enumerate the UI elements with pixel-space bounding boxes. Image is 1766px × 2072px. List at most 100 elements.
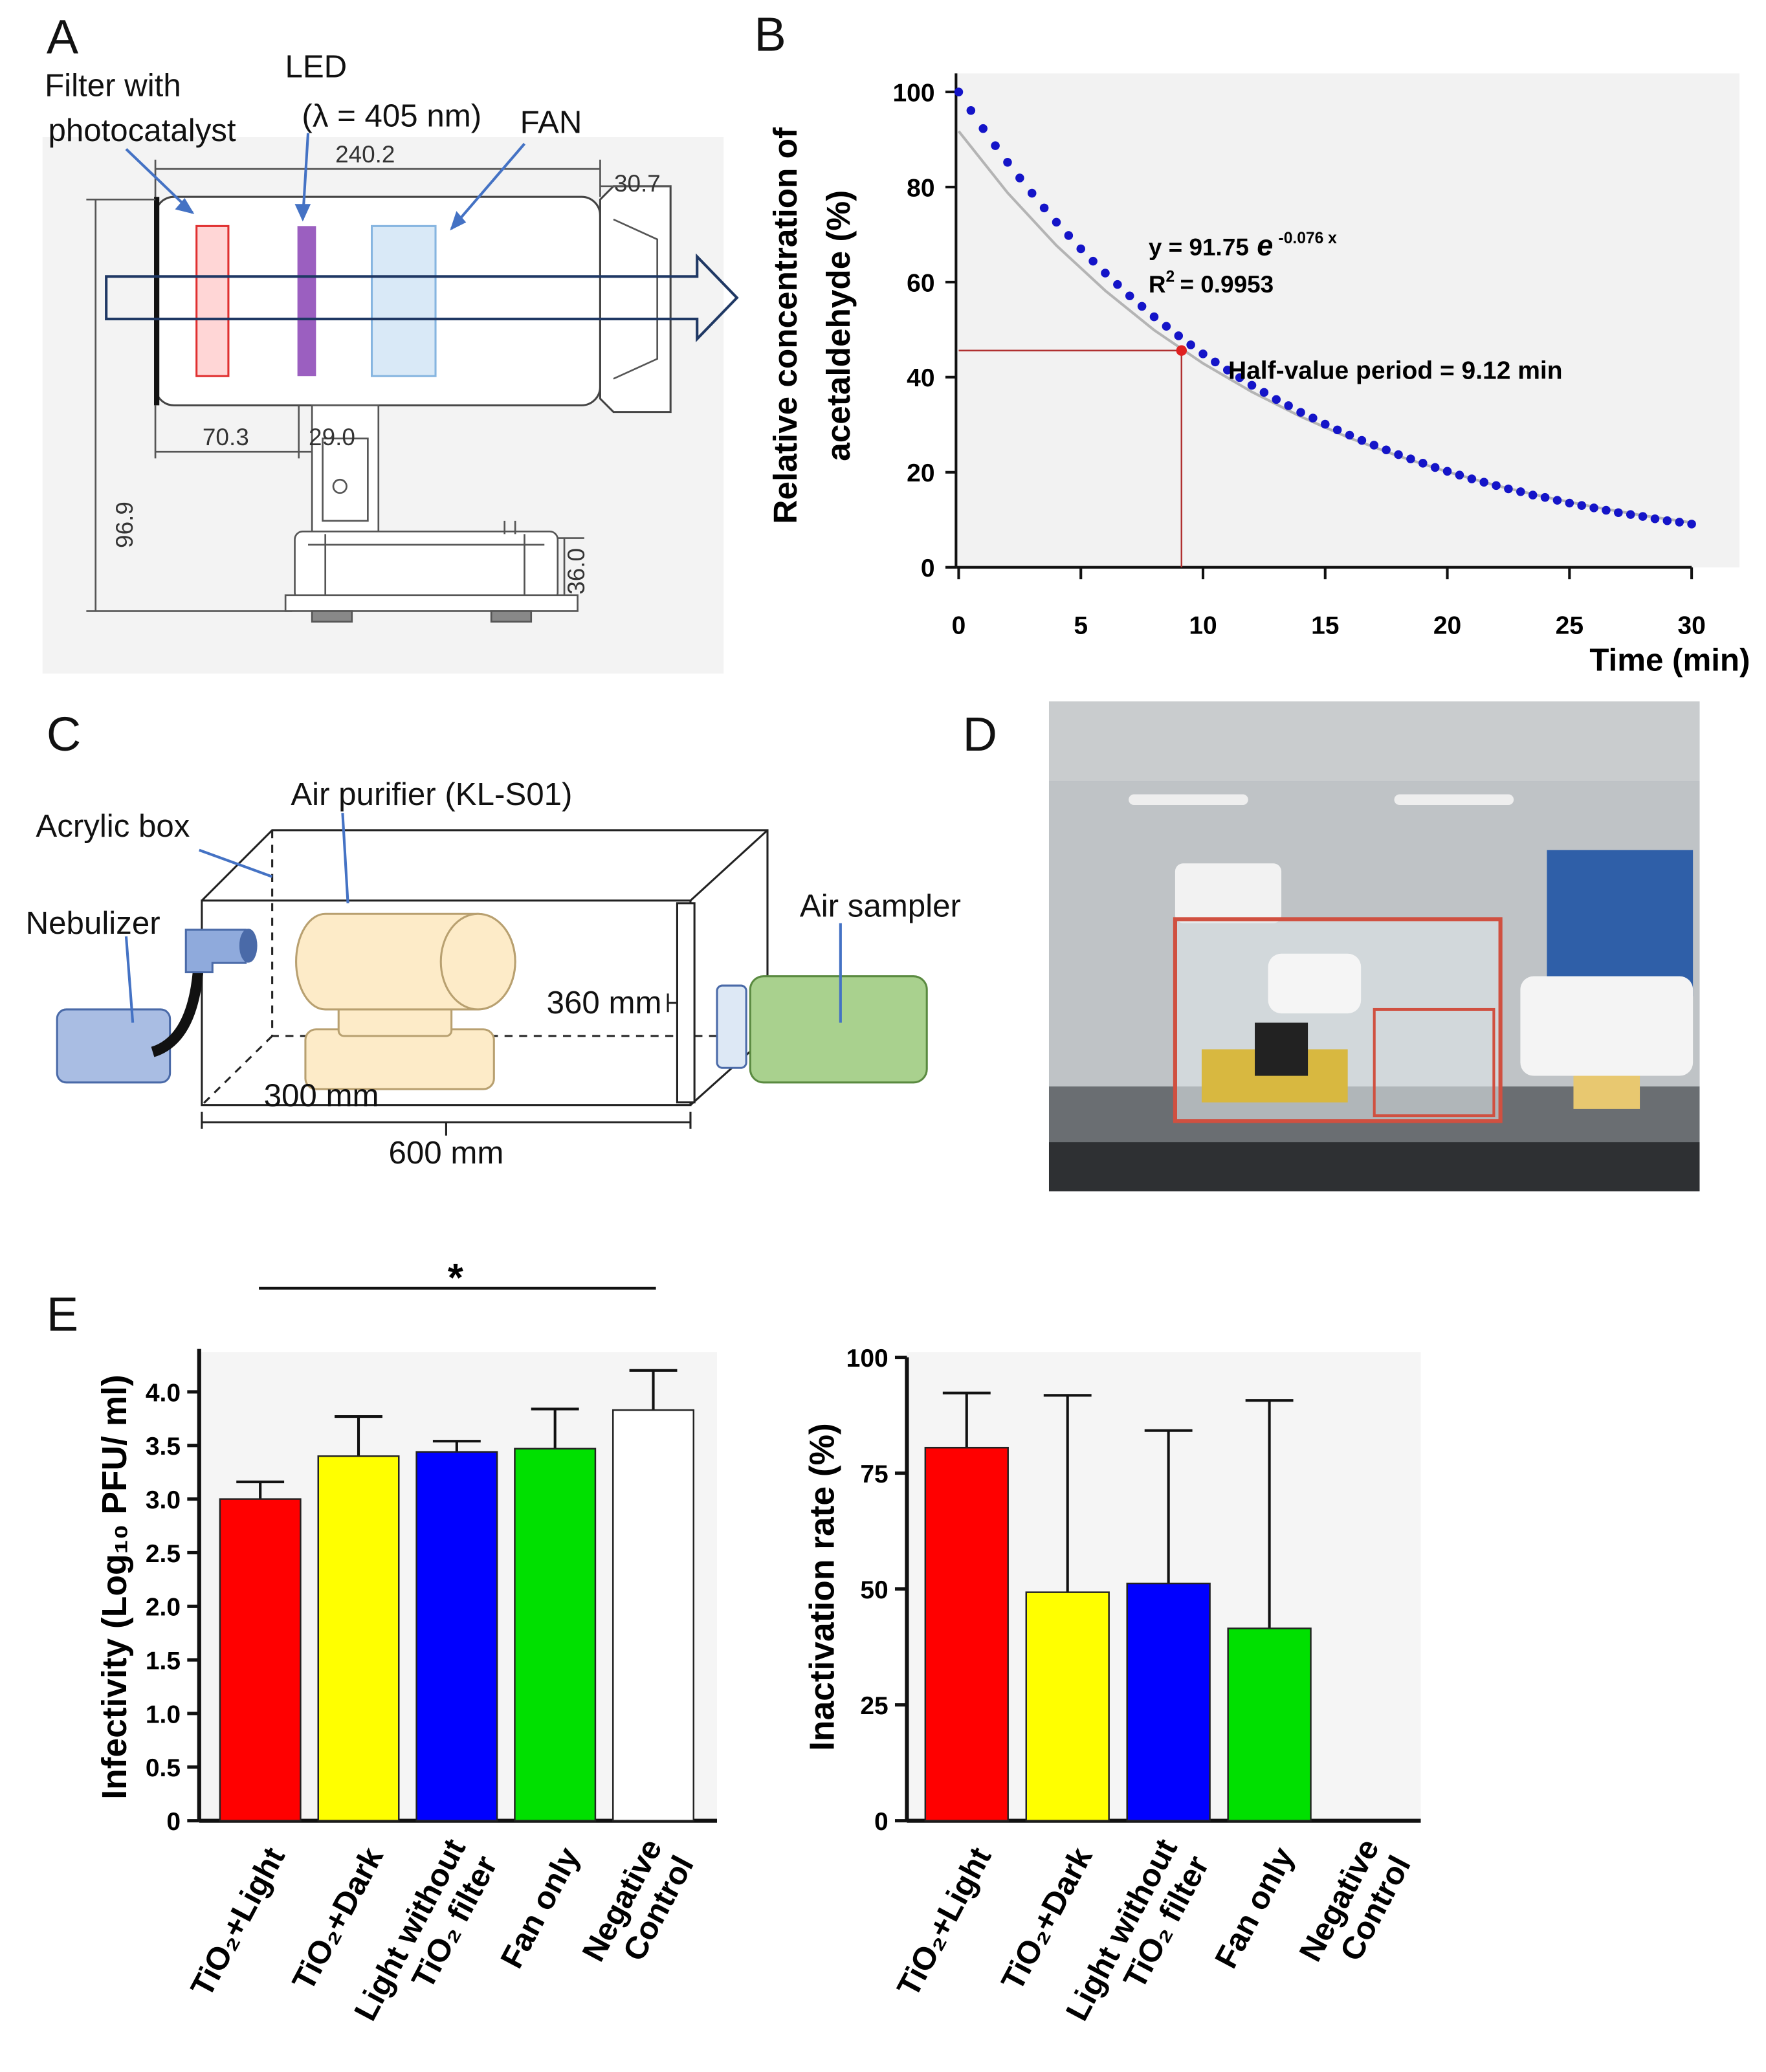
y-tick-label: 75 [860, 1460, 888, 1488]
data-point [1650, 514, 1660, 524]
x-tick-label: NegativeControl [575, 1833, 701, 1984]
data-point [1406, 454, 1415, 463]
diagram-a-shape [311, 610, 353, 623]
y-tick-label: 100 [846, 1345, 889, 1372]
diagram-a-shape [332, 478, 348, 494]
diagram-a-shape-label: 29.0 [309, 424, 355, 450]
data-point [1101, 269, 1110, 278]
diagram-c-shape [716, 984, 747, 1069]
data-point [1003, 158, 1012, 167]
data-point [1308, 413, 1318, 423]
bar [514, 1448, 597, 1822]
data-point [1626, 510, 1635, 519]
diagram-c: Acrylic box Air purifier (KL-S01) Nebuli… [26, 777, 961, 1171]
x-tick-label: TiO₂+Light [890, 1842, 999, 2002]
data-point [1662, 516, 1672, 525]
diagram-c-shape [439, 912, 516, 1011]
diagram-c-shape [201, 1111, 692, 1136]
y-tick-label: 20 [907, 459, 934, 487]
diagram-a-shape [297, 226, 316, 377]
data-point [1332, 425, 1342, 435]
y-tick-label: 1.5 [146, 1647, 181, 1675]
diagram-a-shape [175, 198, 467, 231]
bar [415, 1451, 498, 1822]
y-tick-label: 100 [892, 79, 934, 107]
data-point [1675, 518, 1684, 527]
diagram-c-shape [667, 993, 678, 1013]
r-squared-text: R [1149, 271, 1166, 298]
half-value-point [1176, 345, 1187, 356]
photo-d-shape [1048, 1142, 1700, 1192]
data-point [1602, 505, 1611, 515]
data-point [1552, 496, 1562, 505]
panel-labels: A B C D E [47, 8, 997, 1341]
photo-d-shape [1255, 1022, 1308, 1076]
diagram-a: Filter with photocatalyst LED (λ = 405 n… [42, 49, 739, 674]
x-tick-label: Fan only [494, 1841, 587, 1974]
diagram-a-shape [599, 185, 672, 413]
data-point [1369, 441, 1379, 450]
data-point [1296, 408, 1305, 417]
y-tick-label: 0 [166, 1808, 181, 1836]
diagram-c-shape-label: 360 mm [547, 985, 662, 1020]
y-tick-label: 25 [860, 1692, 888, 1720]
equation-text: y = 91.75 [1149, 234, 1249, 260]
data-point [978, 124, 988, 133]
data-point [1113, 280, 1122, 289]
data-point [1259, 388, 1269, 397]
x-tick-label: 10 [1189, 612, 1217, 639]
data-point [1076, 244, 1086, 254]
diagram-a-shape-label: 70.3 [203, 424, 249, 450]
data-point [1614, 508, 1623, 517]
data-point [1455, 470, 1464, 479]
diagram-a-shape-label: 96.9 [111, 501, 138, 548]
diagram-a-shape-label: LED [285, 49, 347, 85]
y-tick-label: 2.5 [146, 1540, 181, 1568]
significance-label: * [448, 1255, 463, 1300]
diagram-a-shape-label: Filter with [45, 67, 181, 103]
data-point [1687, 520, 1696, 529]
diagram-c-shape-label: Acrylic box [36, 808, 190, 844]
panel-labels-label: B [754, 8, 786, 61]
diagram-c-shape [676, 902, 696, 1104]
data-point [1638, 512, 1648, 521]
photo-d-shape [1048, 701, 1700, 782]
data-point [1565, 498, 1574, 508]
diagram-a-shape [490, 610, 533, 623]
diagram-c-shape [56, 1008, 171, 1084]
x-tick-label: 30 [1677, 612, 1705, 639]
diagram-a-shape [294, 530, 559, 602]
y-axis-label: acetaldehyde (%) [820, 190, 857, 461]
y-axis-label: Relative concentration of [767, 127, 804, 524]
data-point [1247, 380, 1257, 390]
equation: y = 91.75 e -0.076 x [1149, 228, 1337, 261]
photo-d-shape [1268, 953, 1362, 1014]
bar [219, 1498, 302, 1822]
diagram-c-shape-label: Air sampler [800, 888, 961, 923]
data-point [1125, 291, 1134, 301]
data-point [966, 105, 976, 115]
photo-d [1048, 701, 1700, 1192]
data-point [1516, 487, 1525, 496]
data-point [1015, 173, 1024, 182]
diagram-a-shape [86, 198, 584, 612]
bar [1126, 1582, 1211, 1822]
diagram-c-shape: Acrylic box Air purifier (KL-S01) Nebuli… [26, 777, 961, 1171]
y-tick-label: 2.0 [146, 1594, 181, 1622]
x-tick-label: NegativeControl [1292, 1833, 1418, 1984]
diagram-a-shape [105, 253, 739, 342]
data-point [1149, 312, 1159, 322]
x-axis-label: Time (min) [1589, 643, 1750, 678]
data-point [1321, 419, 1330, 429]
r-squared-value: = 0.9953 [1180, 271, 1274, 298]
y-axis-label: Infectivity (Log₁₀ PFU/ ml) [96, 1374, 134, 1799]
half-value-label: Half-value period = 9.12 min [1228, 357, 1563, 384]
data-point [1162, 322, 1171, 331]
data-point [1027, 188, 1037, 198]
data-point [1394, 450, 1403, 459]
data-point [1589, 503, 1598, 512]
data-point [1504, 484, 1513, 494]
data-point [1479, 478, 1488, 487]
